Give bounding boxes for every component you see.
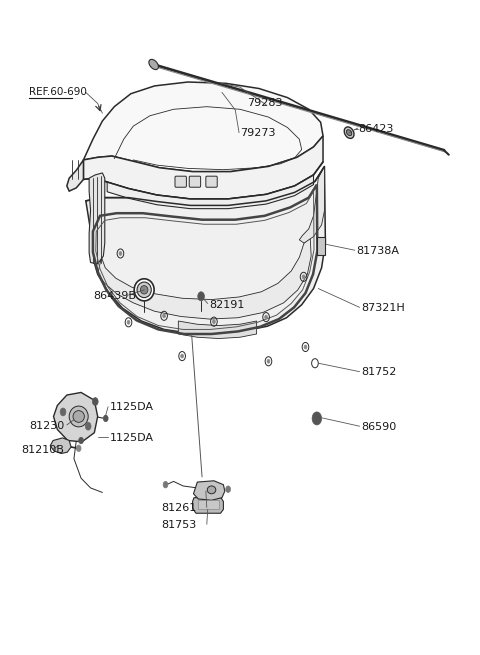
- Text: 81230: 81230: [29, 421, 64, 431]
- Text: REF.60-690: REF.60-690: [29, 87, 87, 98]
- Ellipse shape: [134, 279, 154, 301]
- Text: 81753: 81753: [162, 520, 197, 530]
- Circle shape: [76, 445, 81, 451]
- Polygon shape: [84, 136, 323, 199]
- Text: 79273: 79273: [240, 128, 276, 138]
- FancyBboxPatch shape: [175, 176, 186, 187]
- Circle shape: [264, 315, 267, 319]
- Circle shape: [127, 320, 130, 324]
- Polygon shape: [54, 392, 97, 442]
- Text: 86439B: 86439B: [93, 291, 136, 301]
- Circle shape: [163, 314, 166, 318]
- Polygon shape: [67, 160, 84, 191]
- Polygon shape: [107, 175, 313, 209]
- Circle shape: [85, 422, 91, 430]
- Polygon shape: [179, 321, 257, 339]
- Circle shape: [103, 415, 108, 422]
- Polygon shape: [84, 82, 323, 172]
- Circle shape: [119, 252, 122, 255]
- Text: 86590: 86590: [361, 422, 396, 432]
- Ellipse shape: [140, 286, 148, 294]
- Polygon shape: [97, 238, 311, 319]
- Text: 86423: 86423: [359, 124, 394, 134]
- Text: 81752: 81752: [361, 367, 396, 377]
- Text: 1125DA: 1125DA: [109, 402, 154, 412]
- Polygon shape: [300, 166, 324, 243]
- Circle shape: [226, 486, 230, 493]
- Polygon shape: [89, 173, 105, 264]
- Circle shape: [198, 291, 204, 301]
- Ellipse shape: [73, 411, 84, 422]
- FancyBboxPatch shape: [206, 176, 217, 187]
- Circle shape: [267, 360, 270, 364]
- Polygon shape: [86, 166, 325, 333]
- Ellipse shape: [207, 486, 216, 494]
- Circle shape: [79, 438, 84, 443]
- Ellipse shape: [347, 130, 352, 136]
- FancyBboxPatch shape: [189, 176, 201, 187]
- Polygon shape: [50, 438, 71, 453]
- Polygon shape: [193, 481, 225, 500]
- Text: 79283: 79283: [247, 98, 283, 109]
- Circle shape: [180, 354, 183, 358]
- Text: 81261: 81261: [162, 503, 197, 513]
- Ellipse shape: [149, 60, 158, 69]
- FancyBboxPatch shape: [317, 236, 325, 255]
- Ellipse shape: [69, 406, 88, 427]
- Polygon shape: [192, 498, 223, 514]
- Text: 82191: 82191: [209, 300, 244, 310]
- Circle shape: [312, 412, 322, 425]
- Circle shape: [93, 398, 98, 405]
- Text: 87321H: 87321H: [361, 303, 405, 313]
- Circle shape: [304, 345, 307, 349]
- Circle shape: [60, 408, 66, 416]
- Circle shape: [302, 275, 305, 279]
- Text: 81210B: 81210B: [21, 445, 64, 455]
- Text: 1125DA: 1125DA: [109, 433, 154, 443]
- Ellipse shape: [344, 127, 354, 138]
- Circle shape: [163, 481, 168, 488]
- Text: 81738A: 81738A: [356, 246, 399, 256]
- Circle shape: [213, 320, 216, 324]
- Ellipse shape: [137, 282, 151, 297]
- FancyBboxPatch shape: [198, 500, 219, 510]
